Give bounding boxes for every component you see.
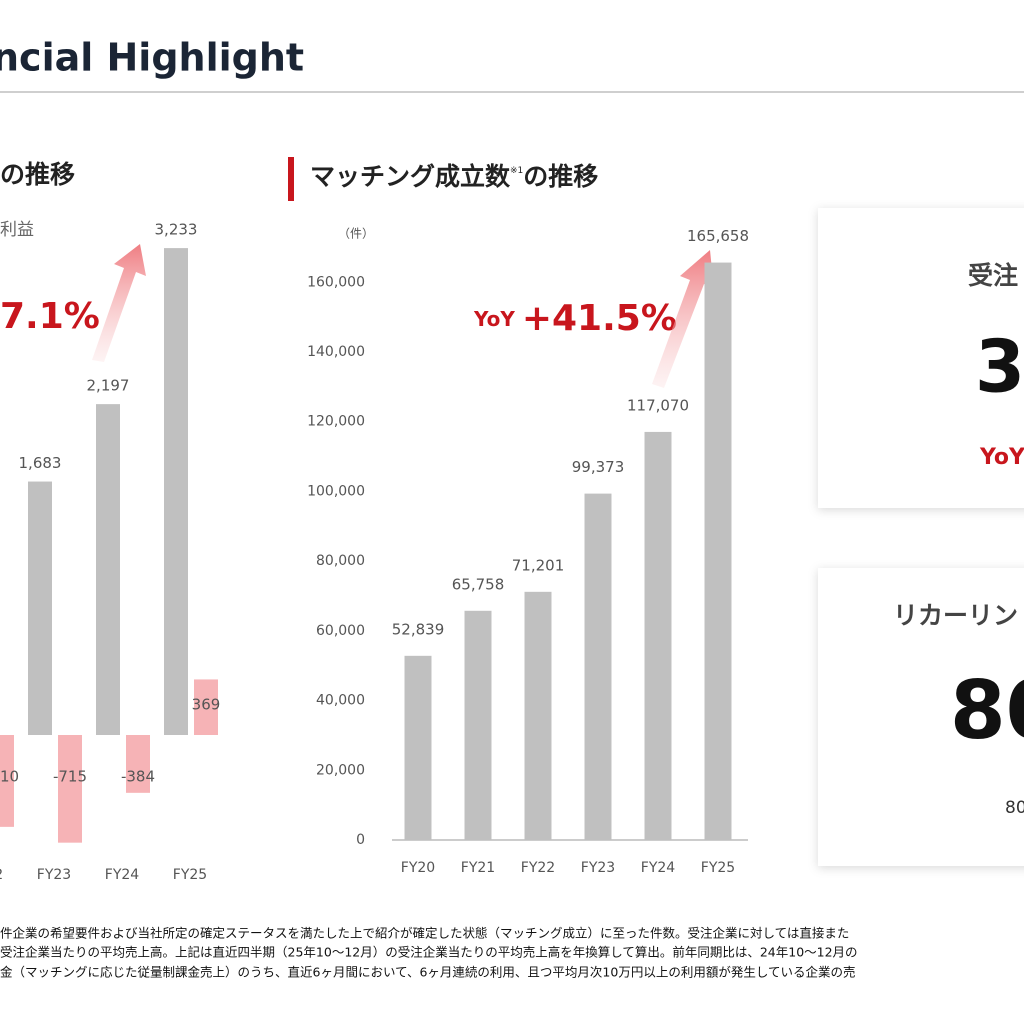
footnote: 件企業の希望要件および当社所定の確定ステータスを満たした上で紹介が確定した状態（… [0, 926, 849, 941]
y-tick-label: 140,000 [307, 344, 365, 360]
card-note: YoY [979, 445, 1024, 470]
data-label: 2,197 [87, 377, 130, 395]
y-unit: （件） [338, 227, 374, 241]
card-note: 80 [1005, 798, 1024, 818]
data-label: 71,201 [512, 556, 565, 574]
x-tick-label: FY25 [701, 860, 735, 876]
card-label: 受注 [968, 261, 1018, 290]
data-label: 1,683 [19, 454, 62, 472]
data-label: 369 [192, 696, 221, 714]
chart-title: マッチング成立数※1の推移 [310, 162, 598, 191]
bar [194, 679, 218, 735]
y-tick-label: 0 [356, 832, 365, 848]
x-tick-label: FY24 [105, 867, 140, 883]
bar [0, 735, 14, 827]
growth-arrow [652, 250, 714, 388]
data-label: -384 [121, 768, 155, 786]
bar [58, 735, 82, 843]
footnote: 金（マッチングに応じた従量制課金売上）のうち、直近6ヶ月間において、6ヶ月連続の… [0, 965, 855, 980]
data-label: 65,758 [452, 575, 505, 593]
title-suffix: の推移 [523, 162, 598, 191]
legend-label: 利益 [0, 220, 34, 240]
x-tick-label: FY23 [581, 860, 615, 876]
yoy-annotation: 7.1% [0, 296, 100, 337]
y-tick-label: 40,000 [316, 693, 365, 709]
bar [404, 655, 432, 840]
bar [126, 735, 150, 793]
yoy-prefix: YoY [473, 307, 522, 331]
x-tick-label: FY23 [37, 867, 71, 883]
x-tick-label: FY25 [173, 867, 207, 883]
y-tick-label: 100,000 [307, 483, 365, 499]
title-main: マッチング成立数 [310, 162, 511, 191]
y-tick-label: 80,000 [316, 553, 365, 569]
card-value: 3 [975, 325, 1024, 409]
bar [96, 404, 120, 735]
y-tick-label: 160,000 [307, 274, 365, 290]
bar [164, 248, 188, 735]
y-tick-label: 20,000 [316, 762, 365, 778]
x-tick-label: FY21 [461, 860, 495, 876]
growth-arrow [92, 244, 146, 362]
card-label: リカーリン [893, 601, 1018, 630]
bar [464, 610, 492, 840]
data-label: 117,070 [627, 396, 689, 414]
bar [584, 493, 612, 840]
data-label: 99,373 [572, 458, 625, 476]
x-tick-label: FY22 [521, 860, 555, 876]
card-value: 80 [950, 664, 1024, 757]
data-label: -715 [53, 768, 87, 786]
data-label: 3,233 [155, 221, 198, 239]
data-label: -610 [0, 768, 19, 786]
bar [704, 262, 732, 840]
yoy-value: +41.5% [522, 298, 677, 339]
title-note: ※1 [510, 166, 523, 176]
y-tick-label: 120,000 [307, 414, 365, 430]
bar [524, 591, 552, 840]
x-tick-label: FY22 [0, 867, 3, 883]
data-label: 52,839 [392, 620, 445, 638]
x-tick-label: FY24 [641, 860, 676, 876]
x-tick-label: FY20 [401, 860, 435, 876]
bar [644, 431, 672, 840]
kpi-card [818, 568, 1024, 866]
yoy-annotation: YoY +41.5% [473, 298, 677, 339]
kpi-card [818, 208, 1024, 508]
page-title: ncial Highlight [0, 36, 304, 80]
footnote: 受注企業当たりの平均売上高。上記は直近四半期（25年10〜12月）の受注企業当た… [0, 945, 858, 960]
bar [28, 481, 52, 735]
data-label: 165,658 [687, 227, 749, 245]
chart-title: の推移 [0, 160, 75, 189]
title-accent [288, 157, 294, 201]
y-tick-label: 60,000 [316, 623, 365, 639]
